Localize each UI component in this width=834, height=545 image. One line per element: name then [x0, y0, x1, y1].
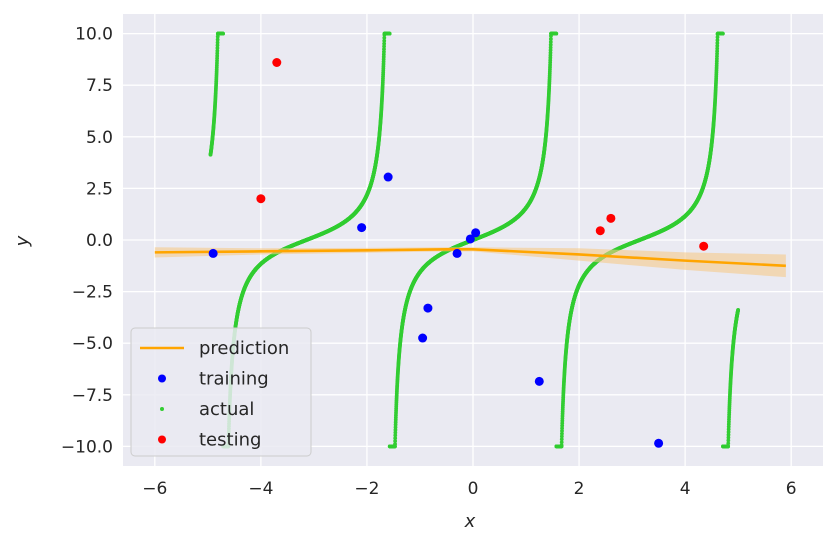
- actual-series: [208, 31, 741, 449]
- actual-point: [387, 31, 392, 36]
- actual-point: [215, 40, 220, 45]
- actual-point: [215, 46, 220, 50]
- actual-point: [221, 31, 225, 36]
- actual-point: [554, 31, 559, 36]
- actual-point: [215, 37, 220, 42]
- actual-point: [215, 43, 220, 48]
- actual-point: [215, 48, 220, 53]
- actual-point: [215, 34, 220, 39]
